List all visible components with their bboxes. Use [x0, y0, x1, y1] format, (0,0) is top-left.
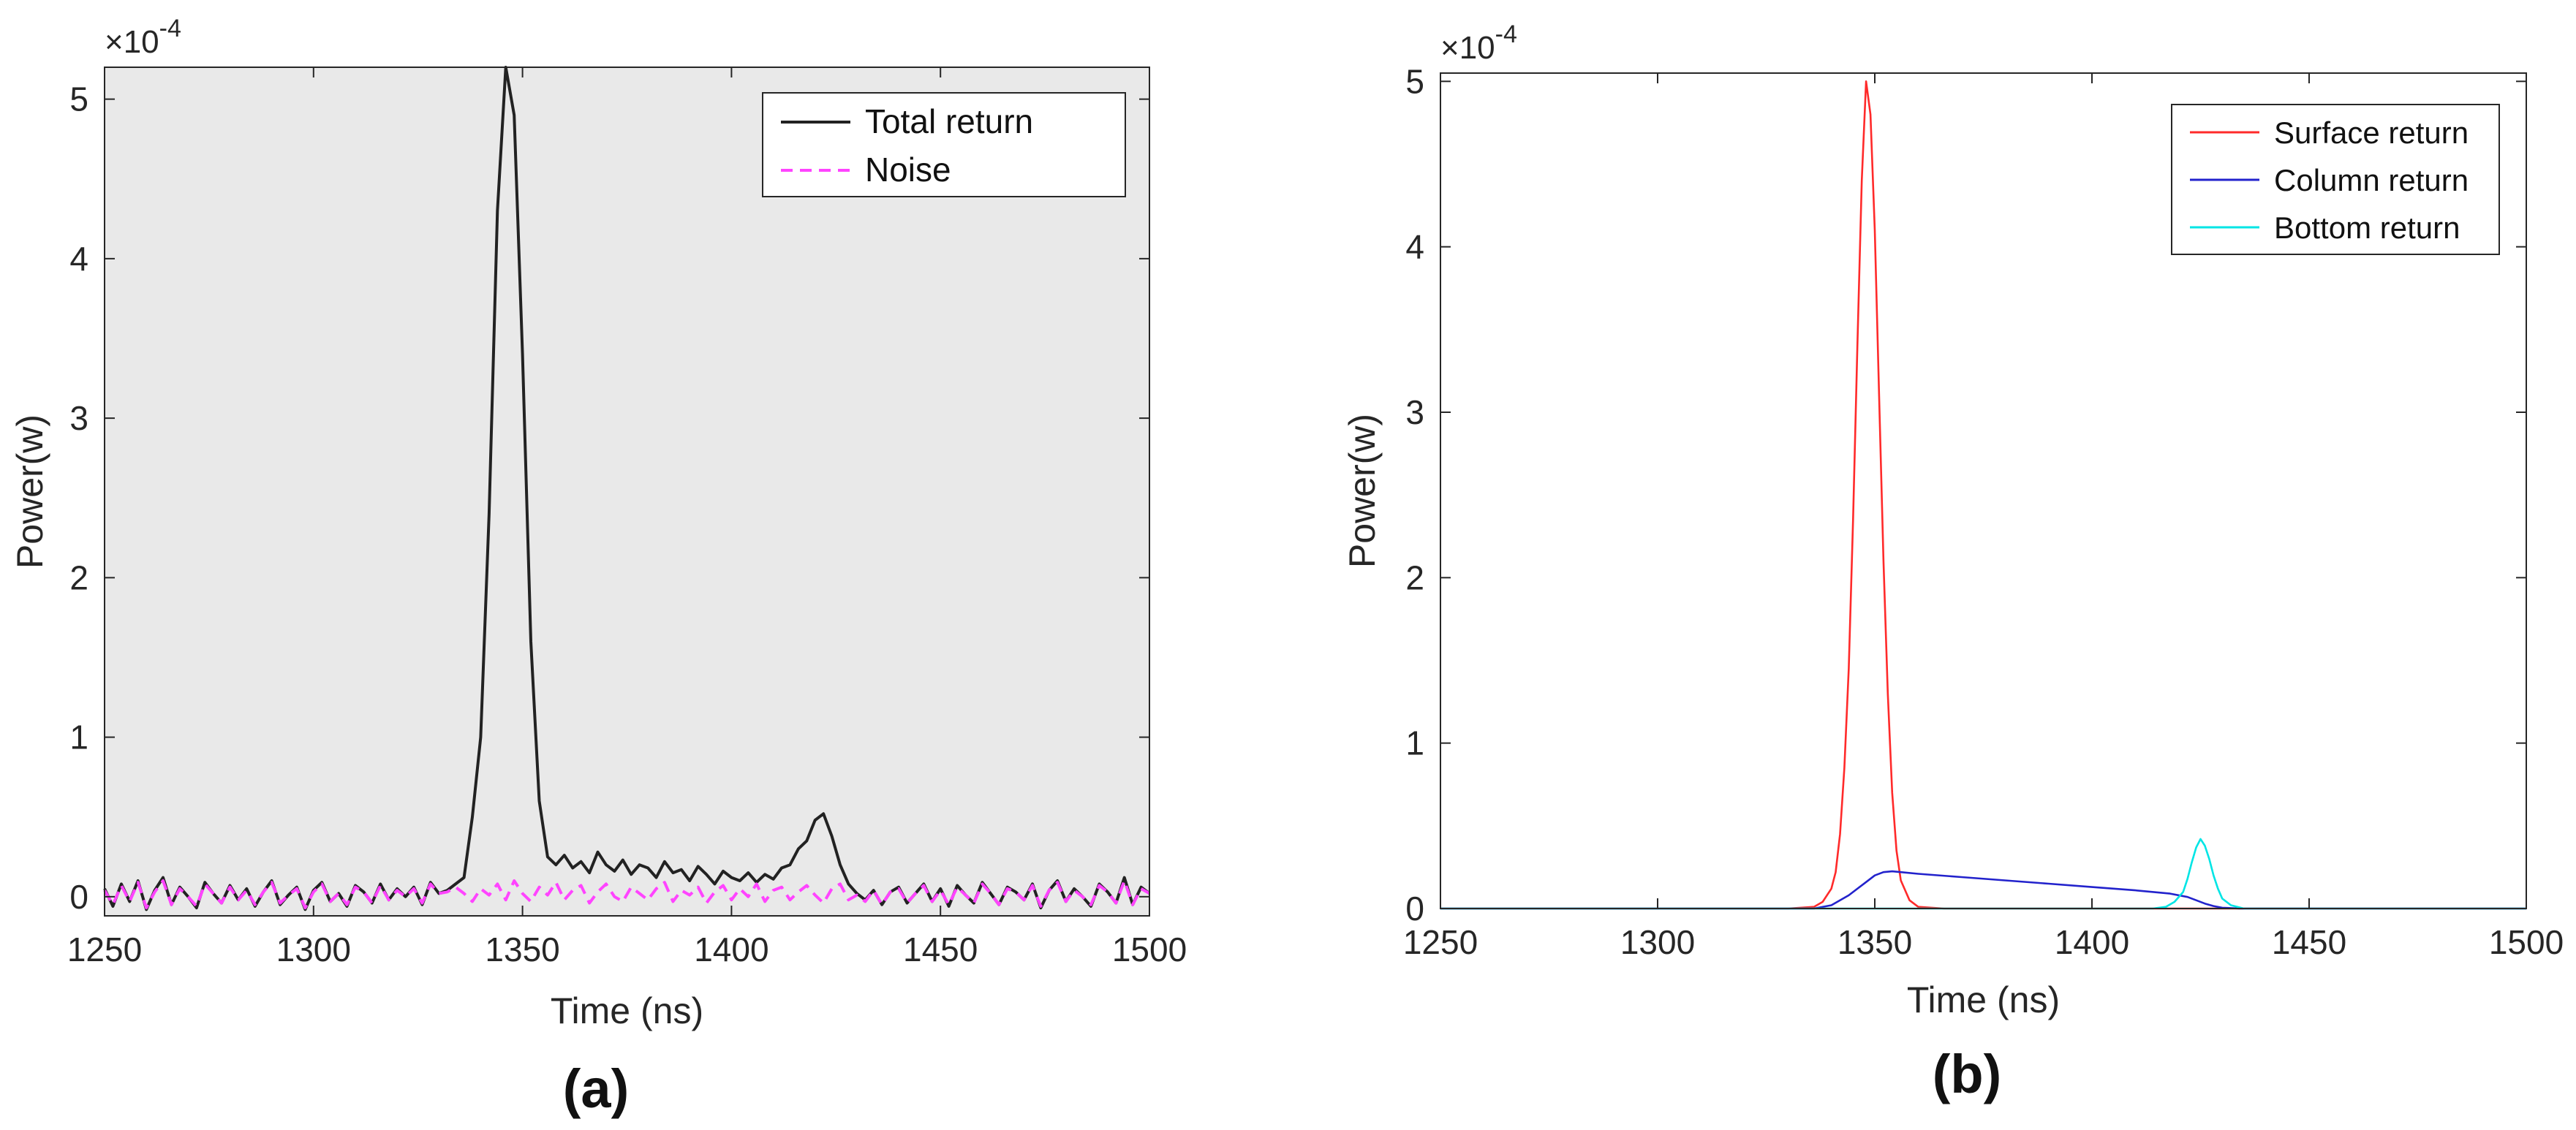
- chart-panel-a: 1250 1300 1350 1400 1450 1500 0 1 2 3 4 5 ×10-4 Time …: [10, 15, 1187, 1119]
- legend-label: Surface return: [2274, 115, 2469, 150]
- x-axis-label: Time (ns): [1907, 979, 2060, 1020]
- axis-exponent-base: ×10: [1440, 30, 1495, 66]
- axis-exponent: ×10-4: [105, 15, 181, 60]
- chart-panel-b: 1250 1300 1350 1400 1450 1500 0 1 2 3 4 5 ×10-4 Time …: [1342, 20, 2564, 1104]
- axes-box: [1440, 72, 2527, 909]
- x-tick-label: 1450: [2272, 923, 2346, 961]
- panel-label: (b): [1933, 1044, 2002, 1104]
- x-tick-label: 1250: [67, 930, 142, 968]
- x-tick-label: 1400: [2055, 923, 2129, 961]
- series-line-noise: [103, 879, 1150, 910]
- x-tick-label: 1250: [1403, 923, 1478, 961]
- x-tick-label: 1450: [903, 930, 978, 968]
- x-tick-label: 1350: [485, 930, 559, 968]
- series-line-column-return: [1440, 870, 2526, 910]
- y-tick-label: 4: [1405, 228, 1424, 266]
- x-axis-label: Time (ns): [551, 990, 703, 1031]
- y-tick-label: 5: [1405, 62, 1424, 100]
- y-tick-label: 5: [69, 80, 88, 118]
- x-tick-label: 1300: [276, 930, 351, 968]
- plot-area: [105, 67, 1149, 916]
- y-tick-label: 4: [69, 240, 88, 278]
- y-tick-label: 0: [1405, 890, 1424, 928]
- legend-box: [762, 92, 1126, 197]
- y-tick-label: 3: [1405, 393, 1424, 431]
- axis-exponent-base: ×10: [105, 24, 159, 60]
- y-tick-label: 2: [1405, 558, 1424, 596]
- y-tick-label: 1: [69, 718, 88, 757]
- legend-label: Noise: [865, 151, 951, 189]
- axis-exponent-power: -4: [1495, 20, 1517, 48]
- x-tick-label: 1500: [1112, 930, 1187, 968]
- series-line-surface-return: [1440, 80, 2526, 910]
- axis-exponent: ×10-4: [1440, 20, 1517, 66]
- y-tick-label: 1: [1405, 724, 1424, 762]
- y-tick-label: 2: [69, 558, 88, 596]
- series-line-bottom-return: [1440, 838, 2526, 910]
- panel-label: (a): [563, 1058, 629, 1119]
- axis-exponent-power: -4: [159, 15, 181, 42]
- legend-label: Bottom return: [2274, 211, 2460, 245]
- legend-label: Column return: [2274, 163, 2469, 197]
- y-tick-label: 3: [69, 399, 88, 437]
- y-axis-label: Power(w): [10, 414, 50, 569]
- x-tick-label: 1350: [1837, 923, 1912, 961]
- x-tick-label: 1300: [1620, 923, 1695, 961]
- legend-label: Total return: [865, 102, 1033, 140]
- y-axis-label: Power(w): [1342, 414, 1383, 568]
- axes-box: [104, 67, 1150, 917]
- x-tick-label: 1500: [2489, 923, 2564, 961]
- y-tick-label: 0: [69, 878, 88, 916]
- x-tick-label: 1400: [694, 930, 768, 968]
